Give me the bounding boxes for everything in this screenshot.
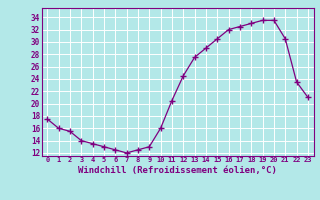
X-axis label: Windchill (Refroidissement éolien,°C): Windchill (Refroidissement éolien,°C)	[78, 166, 277, 175]
